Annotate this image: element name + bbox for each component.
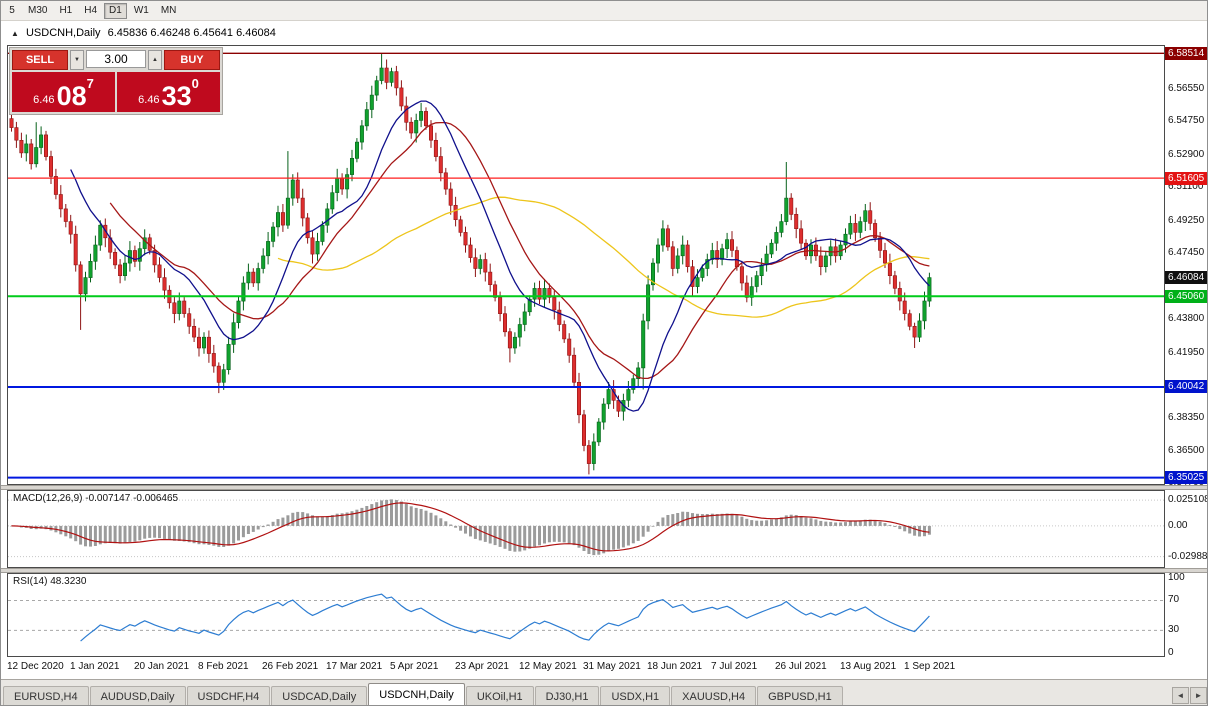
- date-label: 8 Feb 2021: [198, 661, 249, 672]
- rsi-label: RSI(14) 48.3230: [13, 576, 87, 587]
- date-label: 5 Apr 2021: [390, 661, 439, 672]
- date-label: 20 Jan 2021: [134, 661, 190, 672]
- chart-tab-usdcad-daily[interactable]: USDCAD,Daily: [271, 686, 368, 705]
- panel-splitter[interactable]: [1, 485, 1207, 490]
- date-label: 12 May 2021: [519, 661, 577, 672]
- chart-tab-dj30-h1[interactable]: DJ30,H1: [534, 686, 600, 705]
- buy-button[interactable]: BUY: [164, 50, 220, 70]
- date-label: 7 Jul 2021: [711, 661, 758, 672]
- chart-tab-ukoil-h1[interactable]: UKOil,H1: [465, 686, 534, 705]
- rsi-scale-label: 100: [1168, 572, 1185, 583]
- price-scale[interactable]: 6.56550 6.54750 6.52900 6.51100 6.49250 6.474…: [1165, 21, 1208, 679]
- sell-price-big-digits: 08: [56, 81, 87, 111]
- panel-splitter[interactable]: [1, 568, 1207, 573]
- buy-price-pipette: 0: [191, 76, 199, 91]
- rsi-scale-label: 30: [1168, 624, 1180, 635]
- sell-price-pipette: 7: [86, 76, 94, 91]
- one-click-trading-panel: SELL ▼ ▲ BUY 6.46 08 7 6.46 33 0: [9, 47, 223, 115]
- price-tick-label: 6.47450: [1168, 247, 1205, 258]
- price-tick-label: 6.52900: [1168, 149, 1205, 160]
- timeframe-buttons: 5 M30 H1 H4 D1 W1 MN: [3, 2, 182, 19]
- arrow-left-icon: ◄: [1176, 690, 1185, 700]
- macd-chart: [8, 499, 1164, 558]
- date-label: 23 Apr 2021: [455, 661, 509, 672]
- macd-panel[interactable]: MACD(12,26,9) -0.007147 -0.006465: [7, 490, 1165, 568]
- date-label: 1 Jan 2021: [70, 661, 120, 672]
- price-tick-label: 6.41950: [1168, 347, 1205, 358]
- macd-label: MACD(12,26,9) -0.007147 -0.006465: [13, 493, 179, 504]
- price-tick-label: 6.38350: [1168, 412, 1205, 423]
- price-line-label: 6.45060: [1165, 290, 1207, 303]
- timeframe-button-M30[interactable]: M30: [23, 3, 52, 19]
- timeframe-button-H4[interactable]: H4: [79, 3, 102, 19]
- volume-increase-button[interactable]: ▲: [148, 50, 162, 70]
- rsi-scale-label: 70: [1168, 594, 1180, 605]
- chevron-down-icon: ▼: [74, 57, 80, 63]
- chart-tab-usdchf-h4[interactable]: USDCHF,H4: [186, 686, 271, 705]
- price-line-label: 6.51605: [1165, 172, 1207, 185]
- timeframe-button-D1[interactable]: D1: [104, 2, 127, 19]
- chart-symbol-header: ▲ USDCNH,Daily 6.45836 6.46248 6.45641 6…: [11, 27, 276, 39]
- chart-tab-xauusd-h4[interactable]: XAUUSD,H4: [671, 686, 757, 705]
- price-tick-label: 6.43800: [1168, 313, 1205, 324]
- candlestick-chart: [8, 52, 1164, 479]
- tab-scroll-right-button[interactable]: ►: [1190, 687, 1207, 704]
- macd-scale-label: -0.029883: [1168, 551, 1208, 562]
- chart-tabs: EURUSD,H4 AUDUSD,Daily USDCHF,H4 USDCAD,Dai…: [3, 683, 844, 705]
- macd-scale-label: 0.025108: [1168, 494, 1208, 505]
- date-label: 26 Jul 2021: [775, 661, 827, 672]
- trade-controls-row: SELL ▼ ▲ BUY: [12, 50, 220, 70]
- buy-price-prefix: 6.46: [138, 94, 160, 106]
- arrow-right-icon: ►: [1194, 690, 1203, 700]
- chart-tab-eurusd-h4[interactable]: EURUSD,H4: [3, 686, 89, 705]
- price-line-label: 6.46084: [1165, 271, 1207, 284]
- volume-decrease-button[interactable]: ▼: [70, 50, 84, 70]
- price-tick-label: 6.56550: [1168, 83, 1205, 94]
- timeframe-button-5[interactable]: 5: [3, 3, 21, 19]
- price-tick-label: 6.54750: [1168, 115, 1205, 126]
- trade-prices-row: 6.46 08 7 6.46 33 0: [12, 72, 220, 112]
- chevron-up-icon: ▲: [152, 57, 158, 63]
- rsi-panel[interactable]: RSI(14) 48.3230: [7, 573, 1165, 657]
- chart-tab-usdcnh-daily[interactable]: USDCNH,Daily: [368, 683, 465, 705]
- price-tick-label: 6.51100: [1168, 181, 1204, 192]
- date-label: 1 Sep 2021: [904, 661, 956, 672]
- sell-price-display[interactable]: 6.46 08 7: [12, 72, 115, 112]
- tab-scroll-controls: ◄ ►: [1172, 687, 1207, 704]
- chart-tab-bar: EURUSD,H4 AUDUSD,Daily USDCHF,H4 USDCAD,Dai…: [1, 679, 1207, 705]
- rsi-scale-label: 0: [1168, 647, 1174, 658]
- date-label: 17 Mar 2021: [326, 661, 383, 672]
- buy-price-display[interactable]: 6.46 33 0: [117, 72, 220, 112]
- chart-collapse-icon[interactable]: ▲: [11, 29, 19, 38]
- timeframe-button-MN[interactable]: MN: [156, 3, 182, 19]
- chart-tab-audusd-daily[interactable]: AUDUSD,Daily: [89, 686, 186, 705]
- chart-symbol-title: USDCNH,Daily: [25, 27, 101, 39]
- timeframe-toolbar: 5 M30 H1 H4 D1 W1 MN: [1, 1, 1207, 21]
- macd-scale-label: 0.00: [1168, 520, 1188, 531]
- price-line-label: 6.40042: [1165, 380, 1207, 393]
- timeframe-button-W1[interactable]: W1: [129, 3, 154, 19]
- price-tick-label: 6.36500: [1168, 445, 1205, 456]
- date-label: 26 Feb 2021: [262, 661, 319, 672]
- timeframe-button-H1[interactable]: H1: [54, 3, 77, 19]
- price-line-label: 6.35025: [1165, 471, 1207, 484]
- chart-tab-gbpusd-h1[interactable]: GBPUSD,H1: [757, 686, 843, 705]
- price-line-label: 6.58514: [1165, 47, 1207, 60]
- date-label: 12 Dec 2020: [7, 661, 64, 672]
- date-label: 31 May 2021: [583, 661, 641, 672]
- date-label: 18 Jun 2021: [647, 661, 703, 672]
- chart-tab-usdx-h1[interactable]: USDX,H1: [600, 686, 671, 705]
- date-label: 13 Aug 2021: [840, 661, 897, 672]
- sell-price-prefix: 6.46: [33, 94, 55, 106]
- buy-price-big-digits: 33: [161, 81, 192, 111]
- sell-button[interactable]: SELL: [12, 50, 68, 70]
- price-chart-area[interactable]: [7, 45, 1165, 485]
- time-axis[interactable]: 12 Dec 2020 1 Jan 2021 20 Jan 2021 8 Feb 20…: [7, 657, 1165, 677]
- tab-scroll-left-button[interactable]: ◄: [1172, 687, 1189, 704]
- rsi-chart: [8, 593, 1164, 642]
- chart-ohlc-quotes: 6.45836 6.46248 6.45641 6.46084: [107, 27, 276, 39]
- price-tick-label: 6.49250: [1168, 215, 1205, 226]
- volume-input[interactable]: [86, 50, 146, 68]
